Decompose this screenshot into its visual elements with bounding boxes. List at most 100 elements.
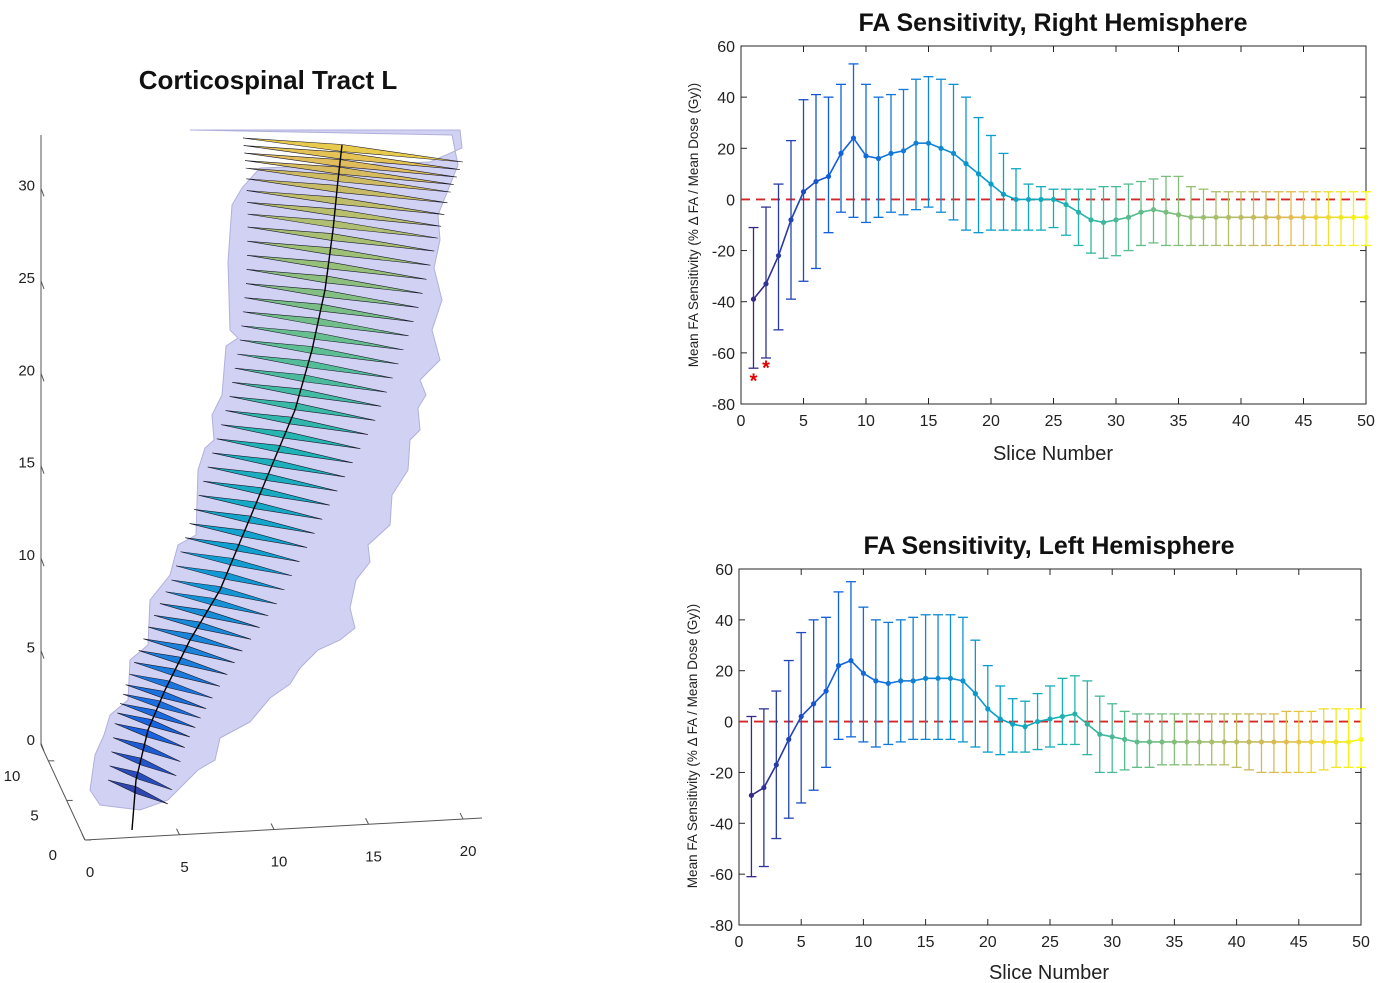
- y-tick-label: -20: [712, 244, 735, 261]
- y-tick-label: 60: [715, 562, 733, 579]
- data-point: [1122, 736, 1128, 742]
- series-line-segment: [852, 137, 867, 157]
- y-tick-label: -80: [712, 397, 735, 414]
- data-point: [761, 785, 767, 791]
- series-line-segment: [775, 739, 790, 766]
- data-point: [1088, 217, 1094, 223]
- x-tick-label: 10: [857, 413, 875, 430]
- data-point: [1350, 214, 1357, 220]
- tract-slice: [237, 353, 393, 379]
- x-tick-label: 40: [1232, 413, 1250, 430]
- x-tick-label: 20: [460, 843, 477, 860]
- data-point: [798, 713, 804, 720]
- tract-slice: [234, 367, 387, 393]
- series-line-segment: [765, 255, 780, 285]
- x-tick-label: 5: [799, 413, 808, 430]
- data-point: [1125, 214, 1132, 220]
- x-tick-mark: [270, 823, 275, 830]
- tract-slice: [189, 523, 308, 548]
- data-point: [848, 657, 854, 664]
- data-point: [1263, 214, 1269, 220]
- tract-slice: [171, 579, 278, 605]
- data-point: [1300, 214, 1307, 220]
- x-tick-label: 20: [979, 934, 997, 951]
- data-point: [850, 135, 857, 141]
- data-point: [1221, 739, 1227, 745]
- data-point: [1345, 739, 1352, 745]
- tract-slice: [245, 167, 451, 193]
- data-point: [1150, 207, 1157, 213]
- series-line-segment: [965, 163, 980, 175]
- data-point: [1296, 739, 1302, 745]
- x-tick-label: 5: [797, 934, 806, 951]
- y-tick-label: 20: [715, 664, 733, 681]
- z-tick-label: 10: [18, 547, 35, 564]
- tract-slice: [134, 662, 221, 687]
- chart-left-hemisphere: FA Sensitivity, Left Hemisphere Slice Nu…: [685, 532, 1370, 983]
- tract-slice: [117, 712, 190, 738]
- x-tick-label: 0: [737, 413, 746, 430]
- x-tick-mark: [81, 833, 86, 841]
- series-line-segment: [962, 680, 976, 695]
- data-point: [813, 178, 819, 185]
- data-point: [900, 148, 907, 154]
- x-tick-label: 35: [1166, 934, 1184, 951]
- data-point: [1034, 718, 1041, 725]
- z-tick-label: 20: [18, 362, 35, 379]
- data-point: [1325, 214, 1332, 220]
- y-axis-line: [40, 744, 86, 841]
- data-point: [775, 253, 782, 259]
- x-axis-line: [84, 817, 483, 841]
- data-point: [825, 173, 832, 180]
- data-point: [1213, 214, 1219, 220]
- z-tick-mark: [40, 373, 45, 382]
- data-point: [910, 678, 916, 684]
- data-point: [997, 716, 1003, 722]
- data-point: [1313, 214, 1319, 220]
- data-point: [750, 296, 757, 302]
- data-point: [972, 691, 978, 697]
- y-tick-label: 20: [717, 141, 735, 158]
- series-line-segment: [977, 173, 992, 185]
- data-point: [1283, 739, 1289, 745]
- data-point: [885, 680, 891, 687]
- data-point: [1013, 196, 1019, 203]
- tract-hull: [89, 129, 463, 811]
- series-line-segment: [763, 764, 778, 789]
- data-point: [1010, 721, 1016, 727]
- data-point: [975, 171, 982, 177]
- tract-slice: [119, 703, 196, 728]
- x-tick-label: 15: [920, 413, 938, 430]
- data-point: [800, 189, 807, 195]
- tract-slice: [246, 190, 445, 215]
- tract-slice: [107, 779, 169, 805]
- data-point: [1246, 739, 1252, 745]
- tract-slice: [203, 480, 330, 506]
- data-point: [1113, 217, 1119, 223]
- z-tick-mark: [40, 188, 45, 197]
- data-point: [773, 762, 779, 768]
- significance-marker: *: [762, 358, 770, 380]
- data-point: [1075, 209, 1082, 215]
- tract-slice: [242, 137, 464, 163]
- data-point: [811, 701, 817, 707]
- tract-slice: [247, 202, 442, 227]
- series-line-segment: [777, 219, 792, 256]
- data-point: [1134, 739, 1140, 745]
- tract-slice: [244, 297, 414, 322]
- data-point: [873, 678, 879, 684]
- data-point: [788, 217, 794, 223]
- tract-slice: [148, 626, 243, 652]
- data-point: [1163, 209, 1169, 215]
- data-point: [938, 145, 944, 151]
- x-tick-label: 45: [1290, 934, 1308, 951]
- tract-slice: [247, 226, 435, 252]
- data-point: [925, 140, 932, 146]
- y-tick-label: 0: [724, 715, 733, 732]
- z-tick-mark: [40, 650, 45, 659]
- data-point: [1084, 721, 1090, 727]
- data-point: [835, 663, 842, 669]
- x-tick-label: 30: [1103, 934, 1121, 951]
- z-tick-mark: [40, 557, 45, 567]
